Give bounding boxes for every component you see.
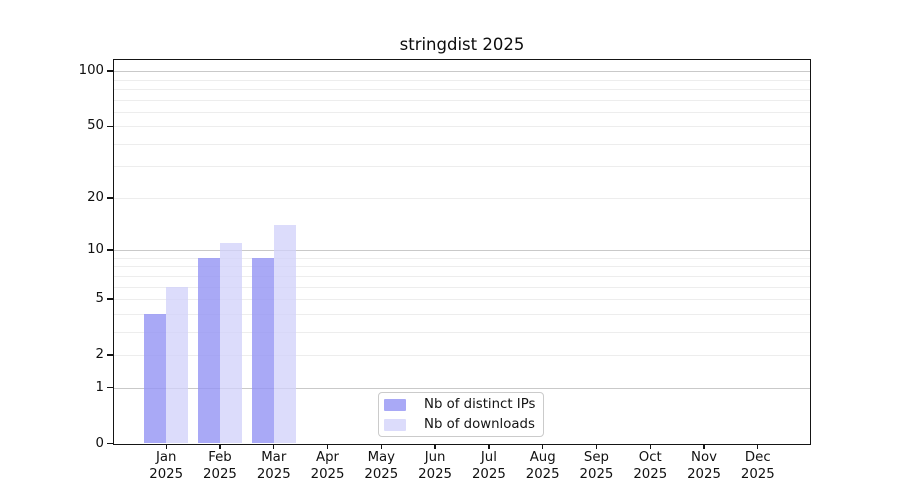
x-tick-10 — [703, 444, 705, 449]
y-tick-1 — [107, 386, 114, 389]
gridline-y-70 — [114, 99, 810, 101]
gridline-y-1 — [114, 387, 810, 389]
y-tick-label-2: 2 — [95, 346, 104, 362]
y-tick-label-5: 5 — [95, 290, 104, 306]
gridline-y-5 — [114, 298, 810, 300]
gridline-y-10 — [114, 250, 810, 252]
x-tick-7 — [541, 444, 544, 449]
x-tick-label-month: Apr — [316, 450, 340, 465]
x-tick-6 — [488, 444, 490, 449]
legend-swatch — [384, 398, 406, 411]
x-tick-label-month: Dec — [744, 450, 771, 465]
x-tick-label-10: Nov 2025 — [672, 449, 736, 483]
legend-item: Nb of downloads — [384, 417, 543, 432]
bar-downloads — [219, 243, 242, 444]
bar-downloads — [273, 225, 296, 444]
x-tick-label-month: Sep — [583, 450, 609, 465]
bar-distinct-ips — [198, 257, 220, 444]
gridline-y-2 — [114, 354, 810, 356]
gridline-y-40 — [114, 143, 810, 145]
x-tick-label-0: Jan 2025 — [134, 449, 198, 483]
x-tick-label-year: 2025 — [471, 467, 506, 482]
x-tick-label-month: Oct — [638, 450, 662, 465]
gridline-y-80 — [114, 88, 810, 90]
x-tick-label-6: Jul 2025 — [457, 449, 521, 483]
x-tick-5 — [434, 444, 436, 449]
x-tick-2 — [273, 444, 275, 449]
y-tick-label-100: 100 — [78, 63, 104, 79]
gridline-y-50 — [114, 126, 810, 128]
x-tick-label-year: 2025 — [418, 467, 453, 482]
gridline-y-60 — [114, 111, 810, 113]
x-tick-label-9: Oct 2025 — [618, 449, 682, 483]
bar-downloads — [166, 286, 188, 444]
y-tick-5 — [107, 298, 114, 300]
x-tick-label-1: Feb 2025 — [188, 449, 252, 483]
gridline-y-9 — [114, 257, 810, 259]
gridline-y-8 — [114, 266, 810, 268]
legend-item: Nb of distinct IPs — [384, 397, 543, 412]
gridline-y-3 — [114, 331, 810, 333]
legend-label: Nb of downloads — [424, 417, 535, 432]
x-tick-label-month: Jun — [424, 450, 446, 465]
x-tick-label-year: 2025 — [203, 467, 237, 482]
y-tick-label-1: 1 — [95, 379, 104, 395]
x-tick-11 — [757, 444, 759, 449]
x-tick-label-year: 2025 — [633, 467, 668, 482]
x-tick-label-8: Sep 2025 — [564, 449, 628, 483]
x-tick-label-3: Apr 2025 — [296, 449, 360, 483]
x-tick-3 — [326, 444, 329, 449]
x-tick-label-5: Jun 2025 — [403, 449, 467, 483]
x-tick-label-year: 2025 — [687, 467, 721, 482]
y-tick-10 — [107, 249, 114, 251]
gridline-y-6 — [114, 286, 810, 288]
x-tick-label-year: 2025 — [579, 467, 614, 482]
y-tick-label-0: 0 — [95, 435, 104, 451]
legend-swatch — [384, 418, 406, 431]
x-tick-label-month: Jul — [480, 450, 497, 465]
gridline-y-30 — [114, 166, 810, 168]
x-tick-label-month: Jan — [155, 450, 177, 465]
y-tick-20 — [107, 197, 114, 199]
x-tick-label-month: Feb — [208, 450, 232, 465]
y-tick-label-10: 10 — [87, 242, 104, 258]
gridline-y-4 — [114, 313, 810, 315]
x-tick-label-7: Aug 2025 — [511, 449, 575, 483]
chart-title: stringdist 2025 — [399, 35, 525, 54]
x-tick-0 — [165, 444, 167, 449]
y-tick-50 — [107, 125, 114, 127]
x-tick-8 — [595, 444, 598, 449]
x-tick-label-year: 2025 — [310, 467, 345, 482]
bar-distinct-ips — [144, 313, 167, 444]
legend-label: Nb of distinct IPs — [424, 397, 536, 412]
y-tick-label-50: 50 — [87, 118, 104, 134]
x-tick-label-year: 2025 — [364, 467, 399, 482]
x-tick-label-month: Mar — [261, 450, 287, 465]
gridline-y-7 — [114, 275, 810, 277]
x-tick-label-year: 2025 — [256, 467, 291, 482]
gridline-y-100 — [114, 71, 810, 73]
x-tick-label-month: Nov — [691, 450, 717, 465]
y-tick-0 — [107, 442, 114, 445]
x-tick-label-year: 2025 — [149, 467, 184, 482]
y-tick-2 — [107, 354, 114, 356]
y-tick-100 — [107, 70, 114, 72]
x-tick-9 — [649, 444, 651, 449]
x-tick-label-year: 2025 — [525, 467, 560, 482]
gridline-y-20 — [114, 197, 810, 199]
x-tick-label-month: May — [367, 450, 396, 465]
gridline-y-90 — [114, 79, 810, 81]
plot-area — [114, 60, 810, 444]
bar-distinct-ips — [251, 257, 274, 444]
x-tick-label-11: Dec 2025 — [726, 449, 790, 483]
legend: Nb of distinct IPs Nb of downloads — [378, 392, 544, 437]
y-tick-label-20: 20 — [87, 189, 104, 205]
x-tick-1 — [219, 444, 221, 449]
x-tick-label-4: May 2025 — [349, 449, 413, 483]
x-tick-4 — [380, 444, 383, 449]
x-tick-label-year: 2025 — [740, 467, 775, 482]
x-tick-label-2: Mar 2025 — [242, 449, 306, 483]
x-tick-label-month: Aug — [529, 450, 556, 465]
